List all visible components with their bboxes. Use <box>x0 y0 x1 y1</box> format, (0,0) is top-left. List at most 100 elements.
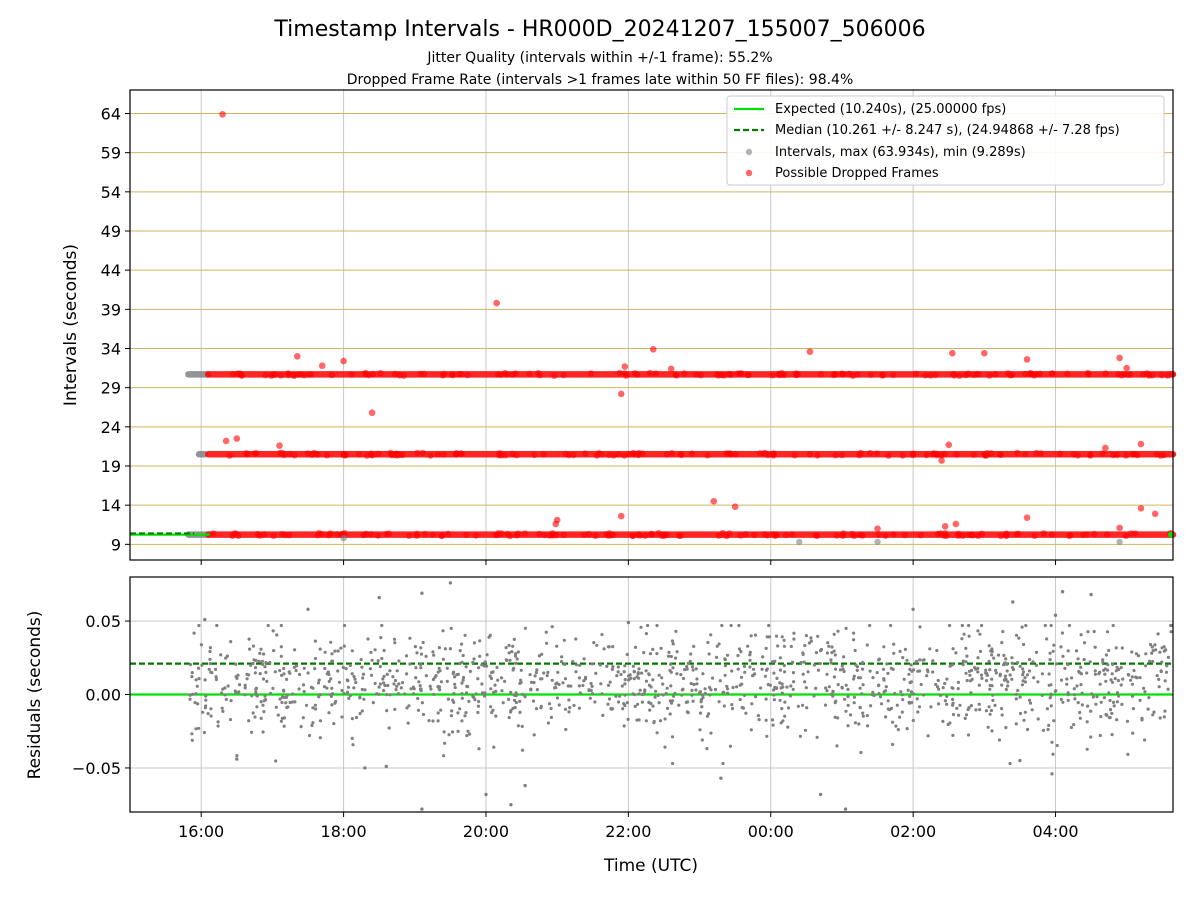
residual-point <box>572 703 576 708</box>
residual-point <box>969 704 974 708</box>
residual-point <box>540 652 544 656</box>
residual-point <box>1098 682 1102 686</box>
residual-point <box>518 710 522 715</box>
residual-point <box>1018 758 1022 763</box>
residual-point <box>772 688 776 692</box>
residual-point <box>190 675 194 679</box>
residual-point <box>1089 735 1093 739</box>
residual-point <box>574 663 579 667</box>
residual-point <box>1111 623 1115 628</box>
residual-point <box>710 676 715 680</box>
residual-point <box>245 677 249 681</box>
dropped-frame-point <box>253 450 260 457</box>
residual-point <box>341 665 345 670</box>
residual-point <box>943 681 947 686</box>
residual-point <box>976 666 980 671</box>
residual-point <box>911 718 915 723</box>
dropped-frame-point <box>927 372 934 379</box>
residual-point <box>275 633 279 637</box>
residual-point <box>1117 694 1121 698</box>
residual-point <box>730 669 734 673</box>
residual-point <box>623 664 627 668</box>
dropped-frame-point <box>951 372 958 379</box>
residual-point <box>792 631 796 635</box>
dropped-frame-point <box>953 451 960 458</box>
residual-point <box>420 807 424 811</box>
dropped-frame-point <box>1137 440 1145 448</box>
residual-point <box>221 709 225 714</box>
top-ytick-label-14: 14 <box>101 496 121 515</box>
residual-point <box>396 692 400 696</box>
residual-point <box>1059 645 1063 649</box>
dropped-frame-point <box>605 451 613 459</box>
dropped-frame-point <box>610 452 617 459</box>
residual-point <box>1078 716 1082 720</box>
residual-point <box>967 706 971 710</box>
residual-point <box>960 623 964 628</box>
residual-point <box>646 623 650 628</box>
residual-point <box>730 707 735 711</box>
legend-intervals-label: Intervals, max (63.934s), min (9.289s) <box>775 145 1026 160</box>
residual-point <box>290 700 295 704</box>
residual-point <box>209 714 213 718</box>
residual-point <box>377 595 381 600</box>
residual-point <box>272 649 276 653</box>
residual-point <box>700 705 704 709</box>
residual-point <box>259 716 263 721</box>
residual-point <box>1163 679 1167 683</box>
residual-point <box>519 668 523 672</box>
residual-point <box>708 685 712 690</box>
legend-dropped-swatch <box>745 169 753 177</box>
residual-point <box>742 664 747 669</box>
residual-point <box>1110 711 1114 716</box>
dropped-frame-point <box>355 451 363 458</box>
residual-point <box>608 680 612 684</box>
residual-point <box>574 670 578 674</box>
residual-point <box>647 673 651 677</box>
residual-point <box>590 684 594 689</box>
residual-point <box>896 728 900 732</box>
dropped-frame-point <box>458 450 465 457</box>
residual-point <box>446 697 450 701</box>
residual-point <box>1066 691 1070 695</box>
residual-point <box>509 690 513 695</box>
residual-point <box>684 700 689 705</box>
residual-point <box>459 642 464 646</box>
residual-point <box>886 671 890 676</box>
residual-point <box>990 647 994 651</box>
dropped-frame-point <box>934 530 941 538</box>
residual-point <box>631 692 635 696</box>
residual-point <box>1107 648 1111 653</box>
residual-point <box>1144 652 1148 656</box>
residual-point <box>307 733 312 738</box>
residual-point <box>437 666 441 670</box>
dropped-frame-point <box>304 450 311 457</box>
residual-point <box>1016 688 1020 693</box>
residual-point <box>201 710 205 714</box>
residual-point <box>926 670 930 674</box>
residual-point <box>905 727 909 731</box>
residual-point <box>1055 743 1059 748</box>
residual-point <box>661 682 665 686</box>
residual-point <box>379 636 383 640</box>
dropped-frame-point <box>315 529 323 537</box>
residual-point <box>414 666 418 670</box>
residual-point <box>582 657 586 661</box>
residual-point <box>642 651 646 655</box>
residual-point <box>1156 632 1160 636</box>
residual-point <box>234 662 238 666</box>
residual-point <box>553 686 557 690</box>
residual-point <box>841 667 845 671</box>
dropped-frame-point <box>661 531 668 539</box>
residual-point <box>1050 740 1054 744</box>
dropped-frame-point <box>1036 370 1044 377</box>
residual-point <box>990 653 994 657</box>
residual-point <box>866 724 870 728</box>
residual-point <box>877 684 881 688</box>
residual-point <box>248 647 252 651</box>
residual-point <box>725 691 730 696</box>
residual-point <box>348 694 352 698</box>
residual-point <box>680 693 684 697</box>
residual-point <box>318 736 322 740</box>
